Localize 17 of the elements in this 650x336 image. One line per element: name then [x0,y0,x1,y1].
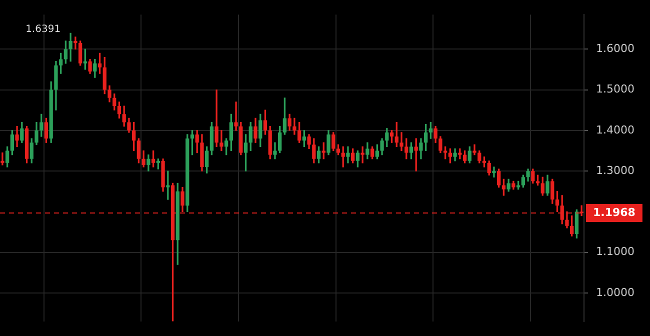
candlestick [234,102,238,131]
ref-line-label: 1.1968 [593,206,636,219]
y-tick-label: 1.0000 [596,286,634,299]
candlestick [360,146,364,164]
candlestick [0,152,4,166]
annotation: 1.6391 [26,24,61,35]
candlestick [220,130,224,152]
y-tick-label: 1.4000 [596,123,634,136]
y-tick-label: 1.6000 [596,42,634,55]
y-tick-label: 1.1000 [596,245,634,258]
candlestick [492,166,496,178]
candlestick [74,36,78,50]
candlestick [400,132,404,152]
candlestick [346,146,350,164]
y-tick-label: 1.5000 [596,82,634,96]
y-tick-label: 1.3000 [596,164,634,177]
candlestick [292,118,296,135]
